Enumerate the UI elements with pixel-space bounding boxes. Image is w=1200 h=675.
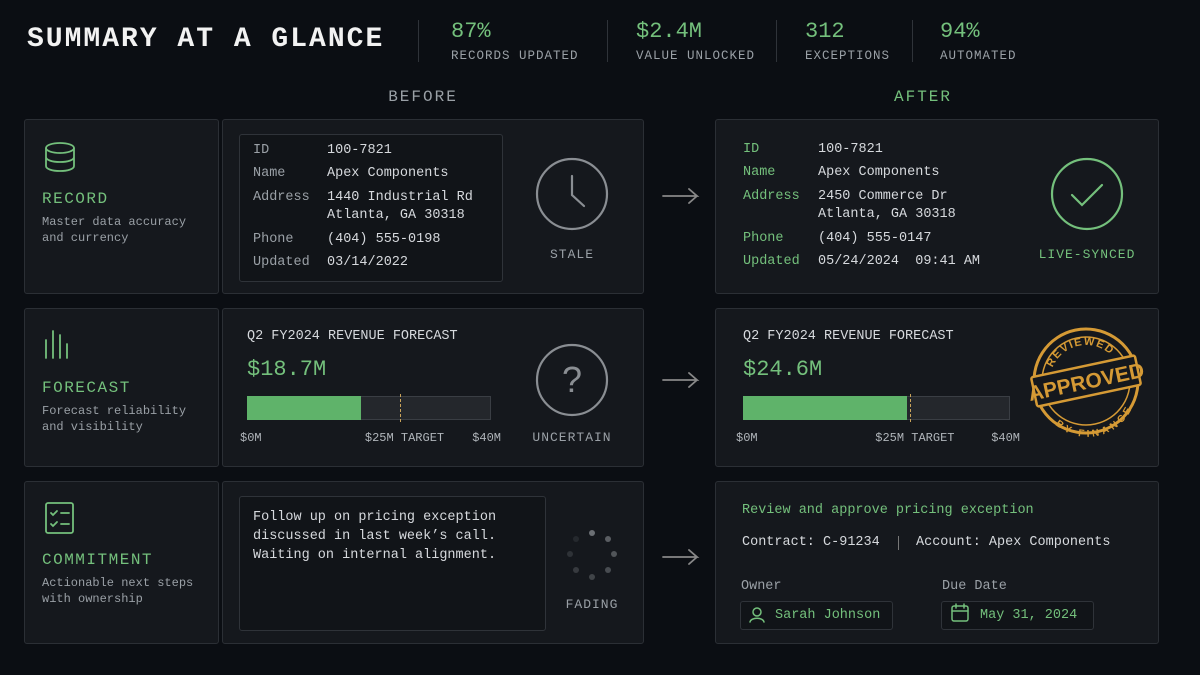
field-label: Owner (741, 579, 782, 594)
row-title: FORECAST (42, 379, 131, 397)
axis-label: $25M TARGET (875, 431, 955, 445)
before-panel (222, 308, 644, 467)
separator (898, 536, 899, 550)
field-value: Apex Components (327, 166, 449, 181)
field-label: ID (743, 142, 760, 157)
status: STALE (549, 247, 595, 262)
field-label: Phone (743, 231, 784, 246)
row-description: Master data accuracy and currency (42, 215, 187, 245)
row-label-box (24, 481, 219, 644)
row-title: RECORD (42, 190, 109, 208)
stat-label: AUTOMATED (940, 49, 1017, 63)
row-description: Actionable next steps with ownership (42, 576, 194, 606)
page-title: SUMMARY AT A GLANCE (27, 24, 385, 55)
row-label-box (24, 119, 219, 294)
field-value: 2450 Commerce Dr Atlanta, GA 30318 (818, 189, 956, 222)
divider (418, 20, 419, 62)
field-label: ID (253, 143, 270, 158)
field-value: (404) 555-0147 (818, 231, 932, 246)
axis-label: $25M TARGET (364, 431, 445, 445)
target-line (399, 394, 401, 422)
field-value: 03/14/2022 (327, 255, 409, 270)
target-line (909, 394, 911, 422)
field-label: Name (743, 165, 776, 180)
forecast-title: Q2 FY2024 REVENUE FORECAST (247, 329, 458, 344)
axis-label: $0M (736, 431, 758, 445)
column-header: AFTER (893, 88, 953, 106)
stat-value: 312 (805, 19, 845, 44)
row-description: Forecast reliability and visibility (42, 404, 187, 434)
field-value: 05/24/2024 09:41 AM (818, 254, 981, 269)
stamp-text: BY FINANCE (1052, 403, 1139, 448)
stat-label: VALUE UNLOCKED (636, 49, 756, 63)
due-date: May 31, 2024 (980, 608, 1078, 623)
field-value: (404) 555-0198 (327, 232, 441, 247)
stat-label: RECORDS UPDATED (451, 49, 579, 63)
field-value: 100-7821 (327, 143, 392, 158)
note: Follow up on pricing exception discussed… (253, 510, 497, 563)
forecast-title: Q2 FY2024 REVENUE FORECAST (743, 329, 954, 344)
stat-label: EXCEPTIONS (805, 49, 891, 63)
axis-label: $0M (240, 431, 262, 445)
column-header: BEFORE (388, 88, 458, 106)
field-label: Address (743, 189, 800, 204)
field-value: Apex Components (818, 165, 940, 180)
field-label: Name (253, 166, 286, 181)
record-card (239, 134, 503, 282)
row-label-box (24, 308, 219, 467)
field-value: 1440 Industrial Rd Atlanta, GA 30318 (327, 190, 473, 223)
account: Account: Apex Components (916, 535, 1111, 550)
status: UNCERTAIN (532, 430, 612, 445)
task: Review and approve pricing exception (742, 503, 1034, 518)
bar-fill (247, 396, 362, 420)
stat-value: $2.4M (636, 19, 703, 44)
field-label: Phone (253, 232, 294, 247)
divider (776, 20, 777, 62)
forecast-value: $24.6M (743, 357, 823, 382)
divider (607, 20, 608, 62)
stat-value: 94% (940, 19, 980, 44)
field-value: 100-7821 (818, 142, 883, 157)
stat-value: 87% (451, 19, 491, 44)
note-card (239, 496, 546, 631)
row-title: COMMITMENT (42, 551, 154, 569)
field-label: Address (253, 190, 310, 205)
field-label: Updated (743, 254, 800, 269)
field-label: Due Date (942, 579, 1007, 594)
axis-label: $40M (991, 431, 1020, 445)
axis-label: $40M (472, 431, 501, 445)
svg-text:?: ? (562, 359, 582, 400)
after-panel (715, 119, 1159, 294)
owner: Sarah Johnson (775, 608, 881, 623)
contract: Contract: C-91234 (742, 535, 880, 550)
forecast-value: $18.7M (247, 357, 327, 382)
bar-fill (743, 396, 908, 420)
owner-chip (740, 601, 893, 630)
divider (912, 20, 913, 62)
field-label: Updated (253, 255, 310, 270)
status: LIVE-SYNCED (1038, 247, 1136, 262)
status: FADING (565, 597, 619, 612)
